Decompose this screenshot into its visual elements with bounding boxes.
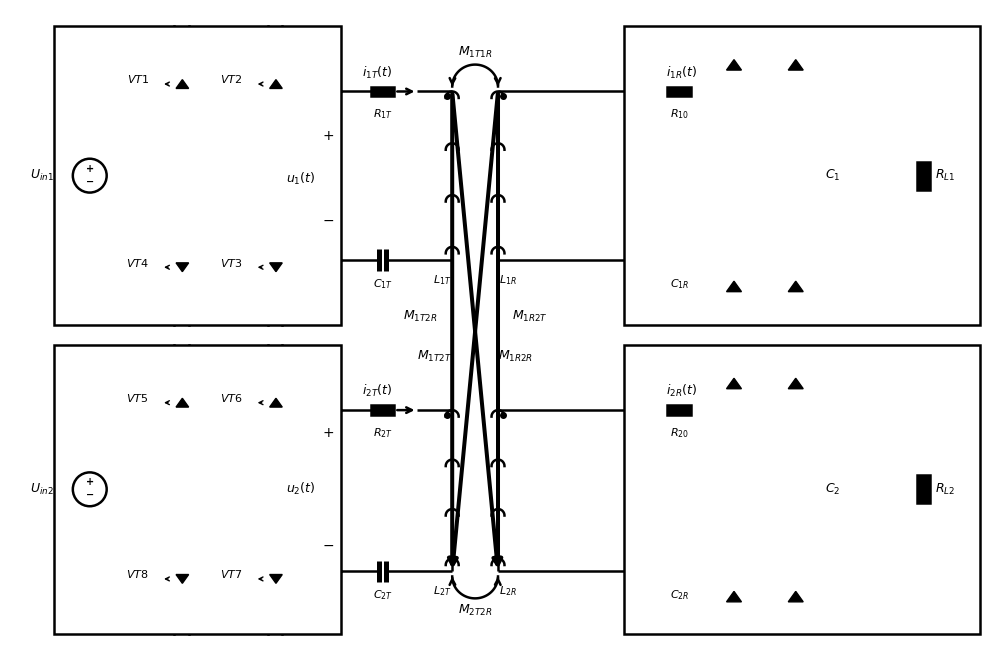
Text: $M_{1T2T}$: $M_{1T2T}$ <box>417 349 452 364</box>
Text: $M_{1T2R}$: $M_{1T2R}$ <box>403 309 438 324</box>
Text: $VT1$: $VT1$ <box>127 73 149 85</box>
Text: −: − <box>86 177 94 187</box>
Text: $U_{in1}$: $U_{in1}$ <box>30 168 54 183</box>
Text: $L_{1T}$: $L_{1T}$ <box>433 272 451 286</box>
Polygon shape <box>270 80 282 88</box>
Text: $i_{1T}(t)$: $i_{1T}(t)$ <box>362 64 393 81</box>
Polygon shape <box>270 574 282 584</box>
Text: −: − <box>323 214 335 227</box>
Bar <box>54 345 341 633</box>
Text: $C_2$: $C_2$ <box>825 482 841 497</box>
Bar <box>667 86 691 96</box>
Text: $VT8$: $VT8$ <box>126 569 149 580</box>
Polygon shape <box>788 281 803 291</box>
Polygon shape <box>788 60 803 70</box>
Text: −: − <box>86 490 94 500</box>
Text: $M_{1T1R}$: $M_{1T1R}$ <box>458 45 492 60</box>
Text: +: + <box>323 129 335 143</box>
Polygon shape <box>176 398 189 407</box>
Text: $M_{1R2R}$: $M_{1R2R}$ <box>498 349 534 364</box>
Text: +: + <box>86 477 94 487</box>
Bar <box>917 476 930 503</box>
Text: $C_{2R}$: $C_{2R}$ <box>670 588 689 602</box>
Text: $u_1(t)$: $u_1(t)$ <box>286 170 316 187</box>
Text: +: + <box>86 164 94 174</box>
Text: $L_{1R}$: $L_{1R}$ <box>499 272 517 286</box>
Text: $u_2(t)$: $u_2(t)$ <box>286 481 316 497</box>
Text: $i_{1R}(t)$: $i_{1R}(t)$ <box>666 64 697 81</box>
Text: $R_{20}$: $R_{20}$ <box>670 426 689 440</box>
Text: $R_{10}$: $R_{10}$ <box>670 107 689 121</box>
Polygon shape <box>788 379 803 388</box>
Text: $R_{2T}$: $R_{2T}$ <box>373 426 392 440</box>
Bar <box>667 405 691 415</box>
Text: $VT6$: $VT6$ <box>220 392 243 404</box>
Text: $R_{L2}$: $R_{L2}$ <box>935 482 955 497</box>
Text: $VT4$: $VT4$ <box>126 257 149 269</box>
Polygon shape <box>270 398 282 407</box>
Bar <box>624 345 980 633</box>
Bar <box>371 405 394 415</box>
Polygon shape <box>727 281 741 291</box>
Text: $VT5$: $VT5$ <box>126 392 149 404</box>
Polygon shape <box>788 591 803 602</box>
Text: $U_{in2}$: $U_{in2}$ <box>30 482 54 497</box>
Text: $i_{2R}(t)$: $i_{2R}(t)$ <box>666 383 697 400</box>
Text: $L_{2R}$: $L_{2R}$ <box>499 584 517 598</box>
Text: −: − <box>323 539 335 553</box>
Text: $C_1$: $C_1$ <box>825 168 841 183</box>
Polygon shape <box>727 379 741 388</box>
Polygon shape <box>727 591 741 602</box>
Polygon shape <box>176 263 189 272</box>
Polygon shape <box>176 574 189 584</box>
Text: $L_{2T}$: $L_{2T}$ <box>433 584 451 598</box>
Text: $VT2$: $VT2$ <box>220 73 242 85</box>
Text: $VT3$: $VT3$ <box>220 257 243 269</box>
Text: $C_{1R}$: $C_{1R}$ <box>670 277 689 291</box>
Polygon shape <box>176 80 189 88</box>
Text: $R_{1T}$: $R_{1T}$ <box>373 107 392 121</box>
Text: $VT7$: $VT7$ <box>220 569 243 580</box>
Bar <box>917 162 930 189</box>
Text: $C_{1T}$: $C_{1T}$ <box>373 277 392 291</box>
Text: +: + <box>323 426 335 440</box>
Text: $M_{1R2T}$: $M_{1R2T}$ <box>512 309 548 324</box>
Text: $C_{2T}$: $C_{2T}$ <box>373 588 392 602</box>
Text: $R_{L1}$: $R_{L1}$ <box>935 168 955 183</box>
Bar <box>54 26 341 325</box>
Polygon shape <box>727 60 741 70</box>
Polygon shape <box>270 263 282 272</box>
Bar <box>371 86 394 96</box>
Text: $M_{2T2R}$: $M_{2T2R}$ <box>458 603 492 618</box>
Text: $i_{2T}(t)$: $i_{2T}(t)$ <box>362 383 393 400</box>
Bar <box>624 26 980 325</box>
